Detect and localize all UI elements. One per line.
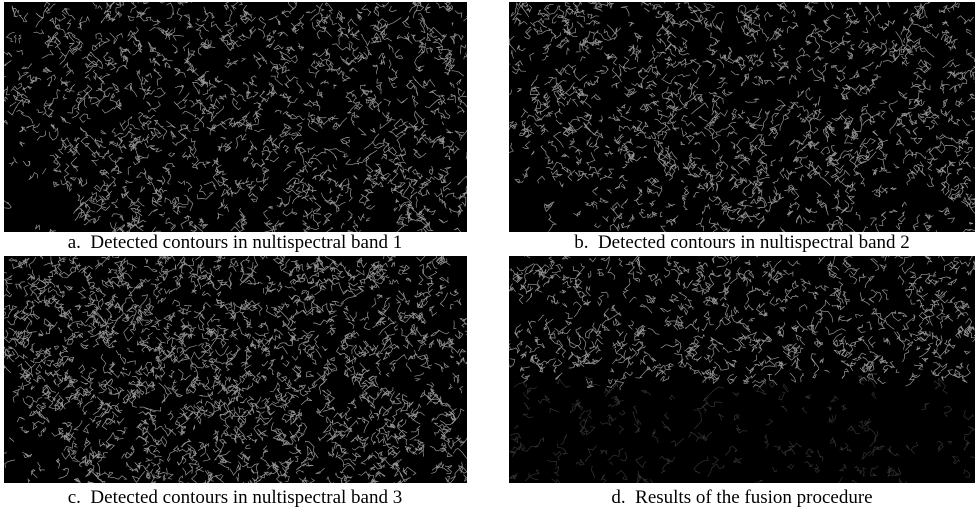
- contour-image: [509, 2, 975, 232]
- contour-lines: [4, 2, 467, 232]
- contour-lines: [509, 2, 975, 232]
- fusion-image: [509, 256, 975, 483]
- contour-lines: [509, 256, 975, 390]
- caption: b. Detected contours in nultispectral ba…: [507, 233, 977, 253]
- page: a. Detected contours in nultispectral ba…: [0, 0, 977, 511]
- contour-lines: [509, 373, 975, 483]
- contour-image: [4, 256, 467, 483]
- caption: a. Detected contours in nultispectral ba…: [0, 233, 470, 253]
- caption: c. Detected contours in nultispectral ba…: [0, 488, 470, 508]
- caption: d. Results of the fusion procedure: [507, 488, 977, 508]
- contour-lines: [4, 256, 467, 483]
- contour-image: [4, 2, 467, 232]
